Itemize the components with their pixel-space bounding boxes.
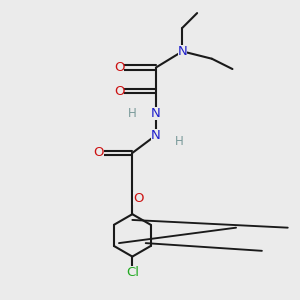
Text: O: O bbox=[93, 146, 104, 159]
Text: O: O bbox=[114, 85, 124, 98]
Text: Cl: Cl bbox=[126, 266, 139, 279]
Text: N: N bbox=[151, 107, 161, 120]
Text: N: N bbox=[178, 45, 187, 58]
Text: O: O bbox=[114, 61, 124, 74]
Text: H: H bbox=[128, 107, 137, 120]
Text: H: H bbox=[175, 135, 184, 148]
Text: N: N bbox=[151, 129, 161, 142]
Text: O: O bbox=[133, 192, 143, 205]
